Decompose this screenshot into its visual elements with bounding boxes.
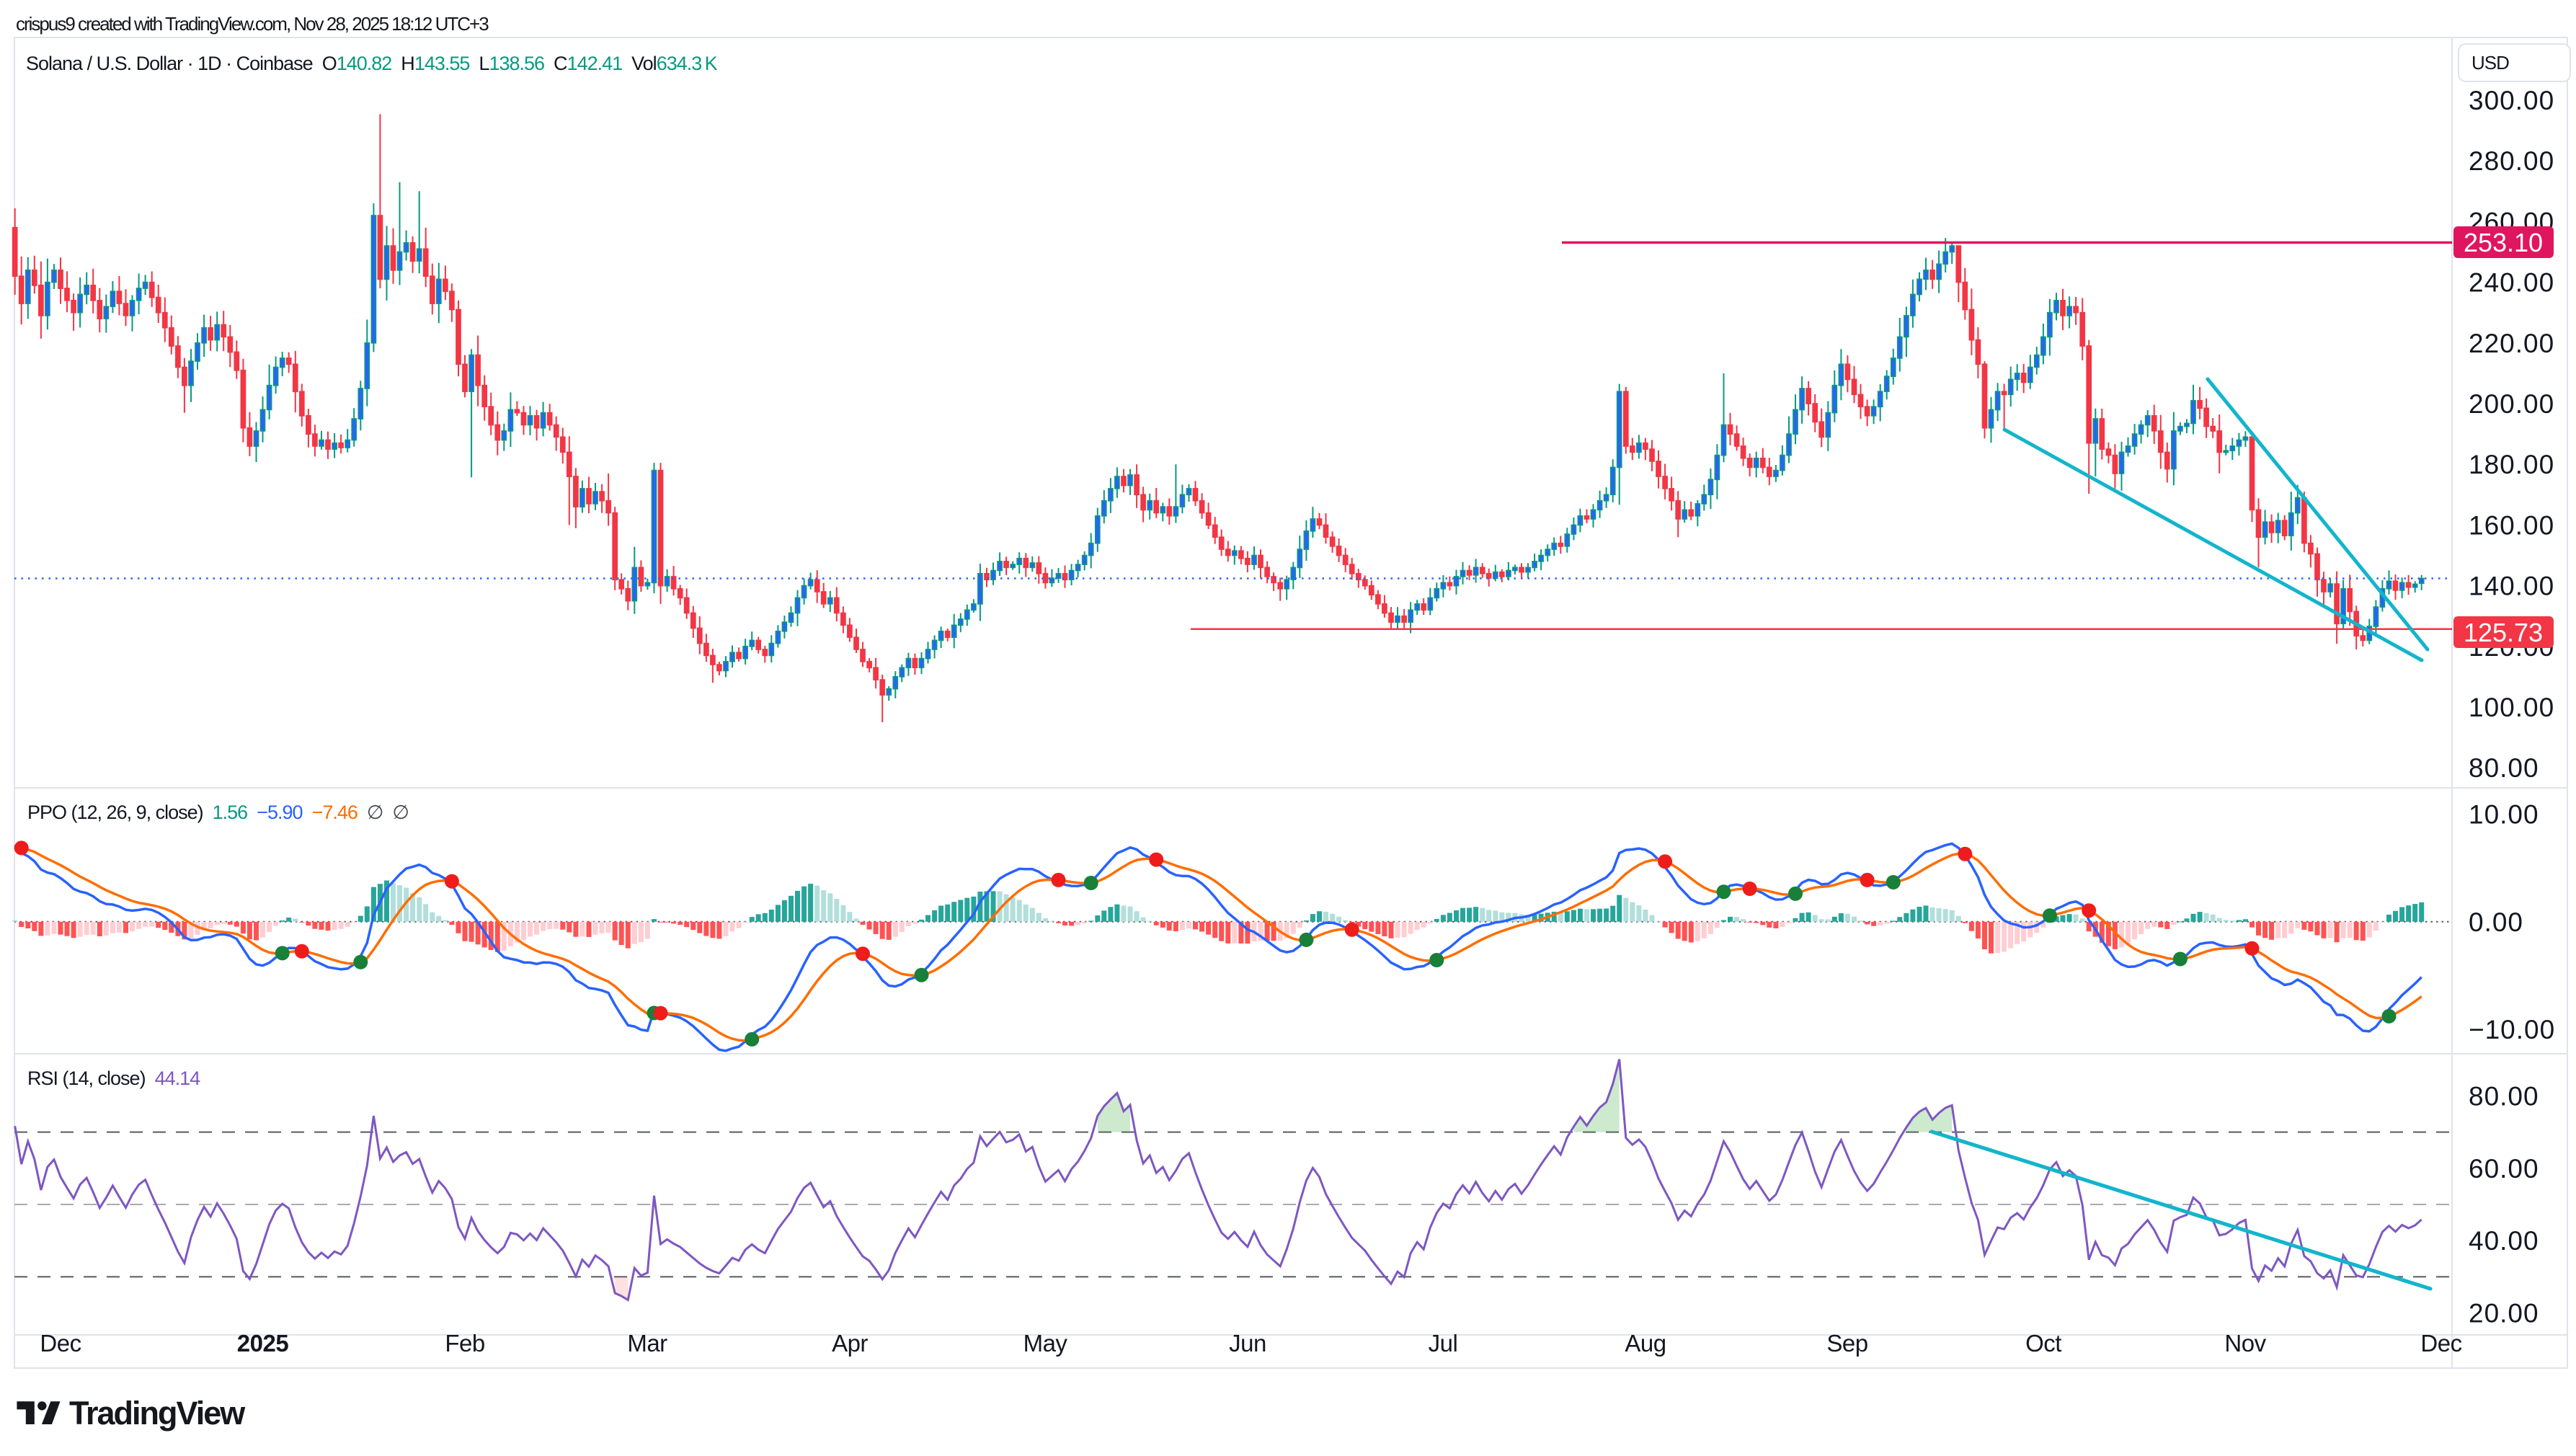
- svg-text:Oct: Oct: [2025, 1330, 2061, 1357]
- svg-text:180.00: 180.00: [2469, 450, 2554, 479]
- svg-text:20.00: 20.00: [2469, 1299, 2539, 1328]
- svg-text:80.00: 80.00: [2469, 753, 2539, 783]
- svg-text:Dec: Dec: [40, 1330, 81, 1357]
- svg-text:TradingView: TradingView: [69, 1395, 246, 1431]
- svg-text:Nov: Nov: [2224, 1330, 2266, 1357]
- svg-text:PPO (12, 26, 9, close) 1.56: PPO (12, 26, 9, close) 1.56 −5.90 −7.46 …: [27, 802, 409, 823]
- svg-text:Apr: Apr: [832, 1330, 868, 1357]
- svg-text:280.00: 280.00: [2469, 146, 2554, 176]
- svg-text:Dec: Dec: [2420, 1330, 2461, 1357]
- svg-text:240.00: 240.00: [2469, 268, 2554, 298]
- svg-text:May: May: [1023, 1330, 1068, 1357]
- svg-text:Solana / U.S. Dollar · 1D · Co: Solana / U.S. Dollar · 1D · Coinbase O14…: [26, 53, 718, 74]
- svg-text:Jul: Jul: [1429, 1330, 1458, 1357]
- svg-text:2025: 2025: [237, 1330, 289, 1357]
- svg-text:300.00: 300.00: [2469, 86, 2554, 115]
- svg-text:Jun: Jun: [1229, 1330, 1266, 1357]
- svg-text:−10.00: −10.00: [2469, 1015, 2555, 1044]
- svg-text:200.00: 200.00: [2469, 389, 2554, 419]
- svg-text:10.00: 10.00: [2469, 800, 2539, 830]
- svg-text:100.00: 100.00: [2469, 693, 2554, 722]
- svg-text:0.00: 0.00: [2469, 907, 2523, 937]
- svg-text:220.00: 220.00: [2469, 329, 2554, 358]
- svg-text:Feb: Feb: [445, 1330, 484, 1357]
- svg-text:60.00: 60.00: [2469, 1154, 2539, 1184]
- svg-text:160.00: 160.00: [2469, 510, 2554, 540]
- svg-text:40.00: 40.00: [2469, 1226, 2539, 1256]
- svg-text:RSI (14, close) 44.14: RSI (14, close) 44.14: [27, 1067, 200, 1089]
- svg-text:Sep: Sep: [1826, 1330, 1867, 1357]
- svg-text:Mar: Mar: [627, 1330, 667, 1357]
- svg-text:80.00: 80.00: [2469, 1081, 2539, 1111]
- svg-text:140.00: 140.00: [2469, 572, 2554, 601]
- svg-text:253.10: 253.10: [2464, 228, 2543, 257]
- svg-text:crispus9 created with TradingV: crispus9 created with TradingView.com, N…: [16, 13, 489, 35]
- svg-text:USD: USD: [2471, 52, 2509, 74]
- svg-text:Aug: Aug: [1625, 1330, 1666, 1357]
- svg-text:125.73: 125.73: [2464, 618, 2543, 647]
